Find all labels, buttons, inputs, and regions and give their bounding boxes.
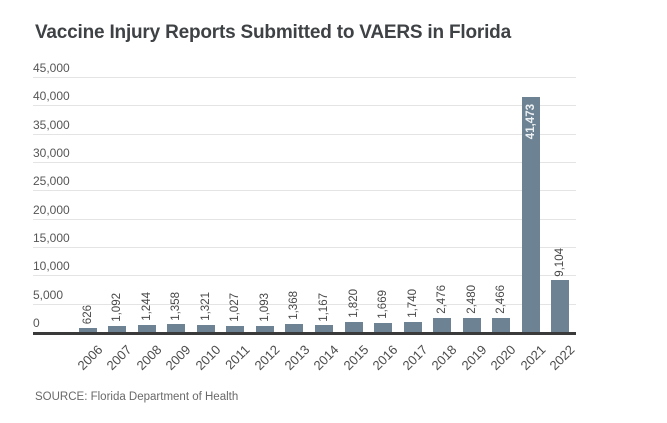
bar-value-label-2008: 1,244 xyxy=(140,292,153,321)
y-axis-tick-label: 15,000 xyxy=(33,231,70,245)
x-axis-year-label-2008: 2008 xyxy=(133,342,165,374)
bar-band-2012: 1,093 2012 xyxy=(250,77,283,373)
bar-band-2007: 1,092 2007 xyxy=(103,77,135,373)
bar-value-label-2007: 1,092 xyxy=(111,293,124,322)
bar-band-2009: 1,358 2009 xyxy=(162,77,194,374)
bar-2007 xyxy=(108,325,127,332)
x-axis-year-label-2016: 2016 xyxy=(369,342,401,374)
bar-value-label-2016: 1,669 xyxy=(377,289,390,319)
x-axis-year-label-2022: 2022 xyxy=(546,342,578,374)
x-axis-year-label-2017: 2017 xyxy=(399,342,431,374)
gridline xyxy=(33,77,576,78)
x-axis-year-label-2018: 2018 xyxy=(428,342,460,374)
x-axis-year-label-2014: 2014 xyxy=(310,342,342,374)
chart-title: Vaccine Injury Reports Submitted to VAER… xyxy=(35,22,511,43)
bar-band-2018: 2,476 2018 xyxy=(427,77,460,373)
x-axis-year-label-2021: 2021 xyxy=(517,342,549,374)
gridline xyxy=(33,275,576,277)
gridline xyxy=(33,303,576,305)
bar-2015 xyxy=(344,321,363,332)
x-axis-year-label-2010: 2010 xyxy=(192,342,224,374)
y-axis-tick-label: 20,000 xyxy=(33,202,70,217)
bar-band-2013: 1,368 2013 xyxy=(280,77,312,373)
x-axis-year-label-2007: 2007 xyxy=(103,342,135,374)
bar-2020 xyxy=(492,318,511,332)
bar-band-2022: 9,104 2022 xyxy=(546,77,578,373)
bars-layer: 626 2006 1,092 2007 1,244 2008 1,358 2009 1,321 2… xyxy=(73,77,578,374)
x-axis-year-label-2011: 2011 xyxy=(222,342,254,373)
bar-2022 xyxy=(551,280,570,332)
bar-2006 xyxy=(78,328,97,332)
bar-band-2016: 1,669 2016 xyxy=(368,77,401,373)
y-axis-tick-label: 25,000 xyxy=(33,174,70,189)
bar-value-label-2013: 1,368 xyxy=(288,291,301,321)
y-axis-tick-label: 30,000 xyxy=(33,146,70,160)
x-axis-year-label-2015: 2015 xyxy=(340,342,372,374)
bar-value-label-2006: 626 xyxy=(81,305,94,325)
gridline xyxy=(33,247,576,248)
bar-2008 xyxy=(137,324,156,332)
bar-value-label-2021: 41,473 xyxy=(524,103,537,140)
bar-2012 xyxy=(255,325,274,332)
bar-value-label-2020: 2,466 xyxy=(495,285,508,315)
x-axis-year-label-2009: 2009 xyxy=(162,342,194,374)
bar-band-2008: 1,244 2008 xyxy=(132,77,164,373)
gridline xyxy=(33,105,576,107)
x-axis-line xyxy=(33,332,576,335)
bar-2017 xyxy=(403,322,422,332)
bar-band-2006: 626 2006 xyxy=(73,77,105,373)
y-axis-tick-label: 5,000 xyxy=(33,287,64,302)
y-axis-tick-label: 35,000 xyxy=(33,117,70,132)
bar-band-2017: 1,740 2017 xyxy=(398,77,430,373)
gridline xyxy=(33,190,576,192)
bar-value-label-2019: 2,480 xyxy=(465,285,478,314)
gridline xyxy=(33,133,576,135)
bar-2021 xyxy=(521,97,540,332)
bar-value-label-2017: 1,740 xyxy=(406,289,419,319)
bar-band-2020: 2,466 2020 xyxy=(486,77,519,373)
y-axis-tick-label: 10,000 xyxy=(33,259,70,274)
y-axis-tick-label: 0 xyxy=(33,316,40,330)
bar-band-2010: 1,321 2010 xyxy=(191,77,223,373)
bar-value-label-2015: 1,820 xyxy=(347,288,360,318)
x-axis-year-label-2006: 2006 xyxy=(74,342,106,374)
bar-2018 xyxy=(433,317,452,332)
bar-value-label-2012: 1,093 xyxy=(258,293,271,322)
bar-value-label-2018: 2,476 xyxy=(436,285,449,314)
bar-band-2015: 1,820 2015 xyxy=(339,77,371,373)
bar-value-label-2014: 1,167 xyxy=(318,292,331,322)
bar-band-2019: 2,480 2019 xyxy=(457,77,489,373)
bar-2019 xyxy=(462,317,481,332)
bar-2013 xyxy=(285,324,304,332)
bar-2016 xyxy=(374,322,393,332)
bar-2011 xyxy=(226,326,245,332)
bar-band-2021: 41,473 2021 xyxy=(516,77,548,373)
bar-2014 xyxy=(315,325,334,332)
source-note: SOURCE: Florida Department of Health xyxy=(35,391,239,403)
x-axis-year-label-2020: 2020 xyxy=(487,342,519,374)
x-axis-year-label-2012: 2012 xyxy=(251,342,283,374)
x-axis-year-label-2013: 2013 xyxy=(281,342,313,374)
y-axis-tick-label: 40,000 xyxy=(33,89,70,104)
x-axis-year-label-2019: 2019 xyxy=(458,342,490,374)
bar-value-label-2022: 9,104 xyxy=(554,247,567,277)
y-axis-tick-label: 45,000 xyxy=(33,61,70,75)
gridline xyxy=(33,218,576,220)
bar-value-label-2009: 1,358 xyxy=(170,291,183,321)
bar-2009 xyxy=(167,324,186,332)
bar-band-2014: 1,167 2014 xyxy=(309,77,342,373)
bar-value-label-2010: 1,321 xyxy=(199,291,212,321)
bar-2010 xyxy=(196,324,215,332)
bar-value-label-2011: 1,027 xyxy=(229,293,242,323)
bar-band-2011: 1,027 2011 xyxy=(221,77,253,372)
gridline xyxy=(33,162,576,163)
